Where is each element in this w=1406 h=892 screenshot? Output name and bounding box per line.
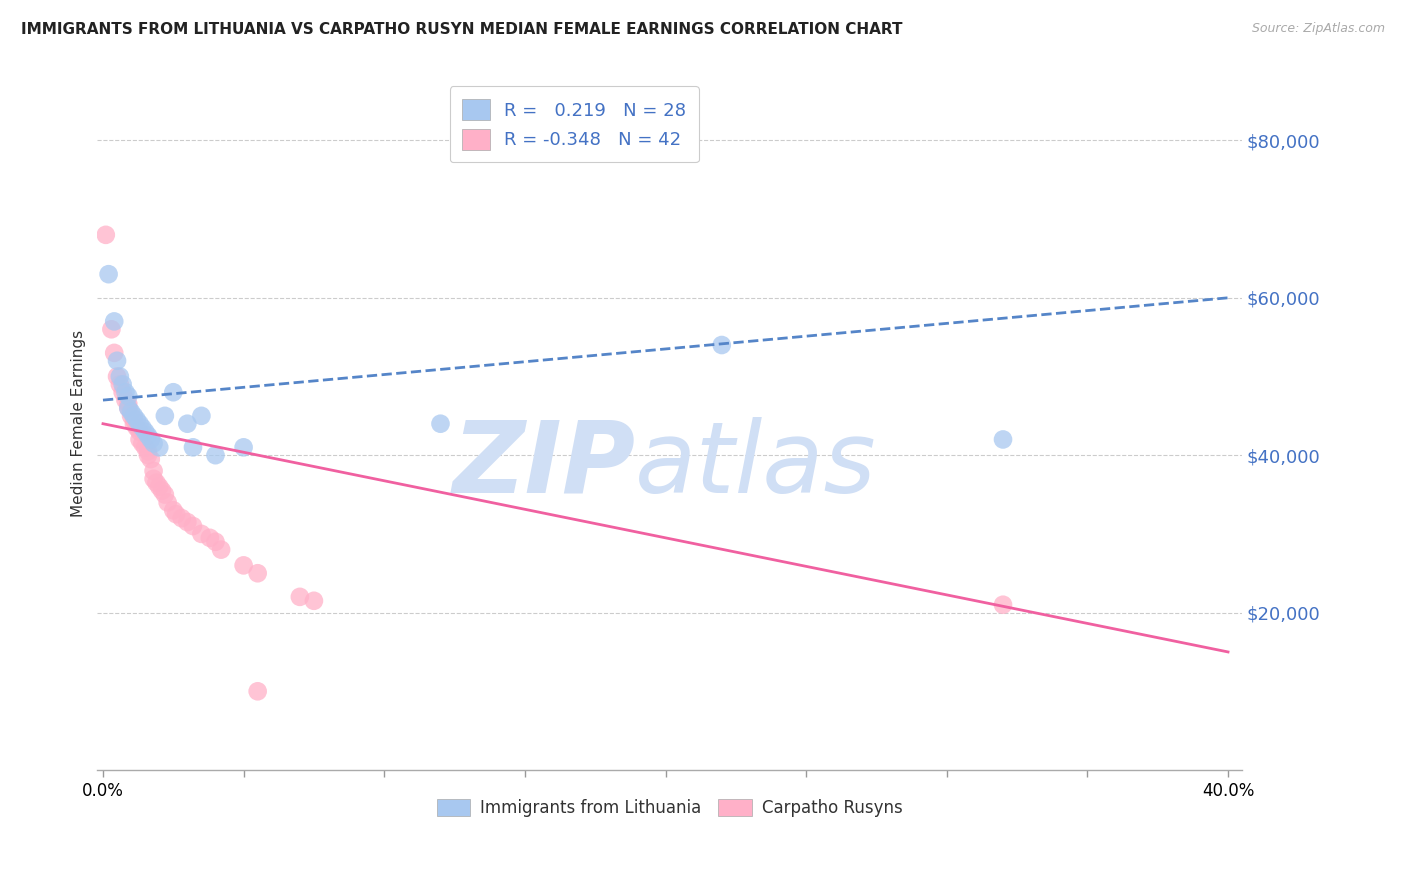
Point <box>991 433 1014 447</box>
Point <box>128 425 150 439</box>
Point <box>128 417 150 431</box>
Point <box>145 475 167 490</box>
Point <box>181 440 204 454</box>
Y-axis label: Median Female Earnings: Median Female Earnings <box>72 330 86 517</box>
Point <box>181 519 204 533</box>
Point <box>190 527 212 541</box>
Point <box>122 409 145 423</box>
Point <box>246 566 269 581</box>
Point <box>232 440 254 454</box>
Point <box>117 389 139 403</box>
Point <box>117 397 139 411</box>
Point <box>156 495 179 509</box>
Point <box>114 393 136 408</box>
Point <box>170 511 193 525</box>
Point <box>150 483 173 498</box>
Point <box>162 385 184 400</box>
Text: ZIP: ZIP <box>453 417 636 514</box>
Point <box>288 590 311 604</box>
Point <box>111 385 134 400</box>
Point <box>148 480 170 494</box>
Point <box>190 409 212 423</box>
Point <box>108 377 131 392</box>
Point <box>136 428 159 442</box>
Text: IMMIGRANTS FROM LITHUANIA VS CARPATHO RUSYN MEDIAN FEMALE EARNINGS CORRELATION C: IMMIGRANTS FROM LITHUANIA VS CARPATHO RU… <box>21 22 903 37</box>
Point <box>246 684 269 698</box>
Point <box>142 472 165 486</box>
Point <box>162 503 184 517</box>
Point <box>204 448 226 462</box>
Point <box>120 405 142 419</box>
Legend: Immigrants from Lithuania, Carpatho Rusyns: Immigrants from Lithuania, Carpatho Rusy… <box>430 792 910 824</box>
Point <box>991 598 1014 612</box>
Point <box>176 417 198 431</box>
Point <box>105 369 128 384</box>
Point <box>100 322 122 336</box>
Point <box>122 417 145 431</box>
Point <box>125 413 148 427</box>
Point <box>710 338 733 352</box>
Point <box>134 440 156 454</box>
Point <box>153 409 176 423</box>
Point <box>142 464 165 478</box>
Point <box>153 487 176 501</box>
Point <box>136 448 159 462</box>
Point <box>105 353 128 368</box>
Point <box>139 452 162 467</box>
Point <box>108 369 131 384</box>
Point <box>94 227 117 242</box>
Point <box>165 507 187 521</box>
Point <box>131 436 153 450</box>
Point <box>302 594 325 608</box>
Point <box>136 444 159 458</box>
Point <box>131 420 153 434</box>
Text: Source: ZipAtlas.com: Source: ZipAtlas.com <box>1251 22 1385 36</box>
Point <box>134 425 156 439</box>
Point <box>117 401 139 415</box>
Point <box>232 558 254 573</box>
Point <box>114 385 136 400</box>
Point <box>209 542 232 557</box>
Point <box>429 417 451 431</box>
Point <box>198 531 221 545</box>
Point <box>103 346 125 360</box>
Point <box>142 436 165 450</box>
Point <box>148 440 170 454</box>
Point <box>125 420 148 434</box>
Point <box>103 314 125 328</box>
Point <box>128 433 150 447</box>
Text: atlas: atlas <box>636 417 877 514</box>
Point <box>120 409 142 423</box>
Point <box>204 534 226 549</box>
Point <box>139 433 162 447</box>
Point <box>97 267 120 281</box>
Point <box>117 401 139 415</box>
Point <box>111 377 134 392</box>
Point <box>176 515 198 529</box>
Point <box>122 413 145 427</box>
